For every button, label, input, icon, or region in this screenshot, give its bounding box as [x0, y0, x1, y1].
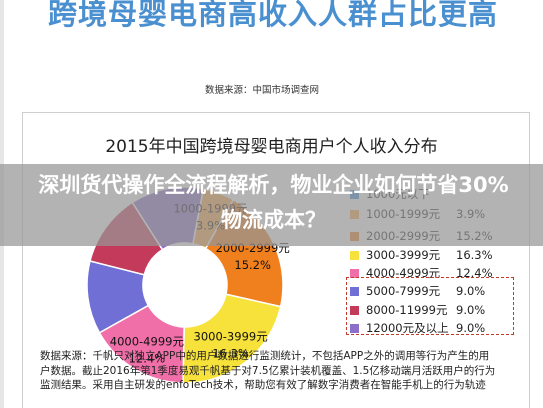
headline: 跨境母婴电商高收入人群占比更高 — [48, 0, 499, 31]
legend-label: 5000-7999元 — [366, 284, 441, 298]
legend-value: 16.3% — [456, 248, 493, 262]
footnote-line: 数据来源：千帆只对独立APP中的用户数据进行监测统计，不包括APP之外的调用等行… — [40, 350, 490, 362]
slice-label-category: 4000-4999元 — [110, 334, 185, 348]
legend-label: 4000-4999元 — [366, 266, 441, 280]
chart-card — [22, 112, 530, 408]
legend-value: 9.0% — [456, 303, 486, 317]
source-note: 数据来源：中国市场调查网 — [205, 85, 320, 96]
slice-label-value: 15.2% — [234, 258, 271, 272]
legend-label: 3000-3999元 — [366, 248, 441, 262]
slice-label-category: 3000-3999元 — [194, 329, 269, 343]
footnote-line: 户数据。截止2016年第1季度易观千帆基于对7.5亿累计装机覆盖、1.5亿移动端… — [40, 364, 496, 377]
legend-value: 9.0% — [456, 321, 486, 335]
legend-value: 9.0% — [456, 284, 486, 298]
legend-swatch — [350, 324, 359, 333]
legend-item: 8000-11999元 9.0% — [350, 303, 520, 317]
legend-swatch — [350, 306, 359, 315]
footnote-line: 监测结果。采用自主研发的enfoTech技术，帮助您有效了解数字消费者在智能手机… — [40, 379, 486, 391]
legend-swatch — [350, 251, 359, 260]
legend-highlight-box — [346, 277, 514, 335]
chart-title: 2015年中国跨境母婴电商用户个人收入分布 — [105, 137, 438, 157]
legend-label: 12000元及以上 — [366, 321, 449, 335]
slice-label-value: 16.3% — [212, 346, 249, 360]
legend-swatch — [350, 269, 359, 278]
legend-label: 8000-11999元 — [366, 303, 448, 317]
legend-item: 5000-7999元 9.0% — [350, 284, 520, 298]
legend-item: 12000元及以上 9.0% — [350, 321, 520, 335]
slice-3 — [182, 293, 282, 384]
legend-value: 12.4% — [456, 266, 493, 280]
legend-swatch — [350, 287, 359, 296]
slice-label-value: 12.4% — [129, 351, 166, 365]
overlay-banner — [0, 164, 543, 246]
footnote: 数据来源：千帆只对独立APP中的用户数据进行监测统计，不包括APP之外的调用等行… — [40, 349, 510, 393]
overlay-title: 深圳货代操作全流程解析，物业企业如何节省30%物流成本？ — [38, 173, 509, 232]
legend-item: 3000-3999元 16.3% — [350, 248, 520, 262]
legend-item: 4000-4999元 12.4% — [350, 266, 520, 280]
